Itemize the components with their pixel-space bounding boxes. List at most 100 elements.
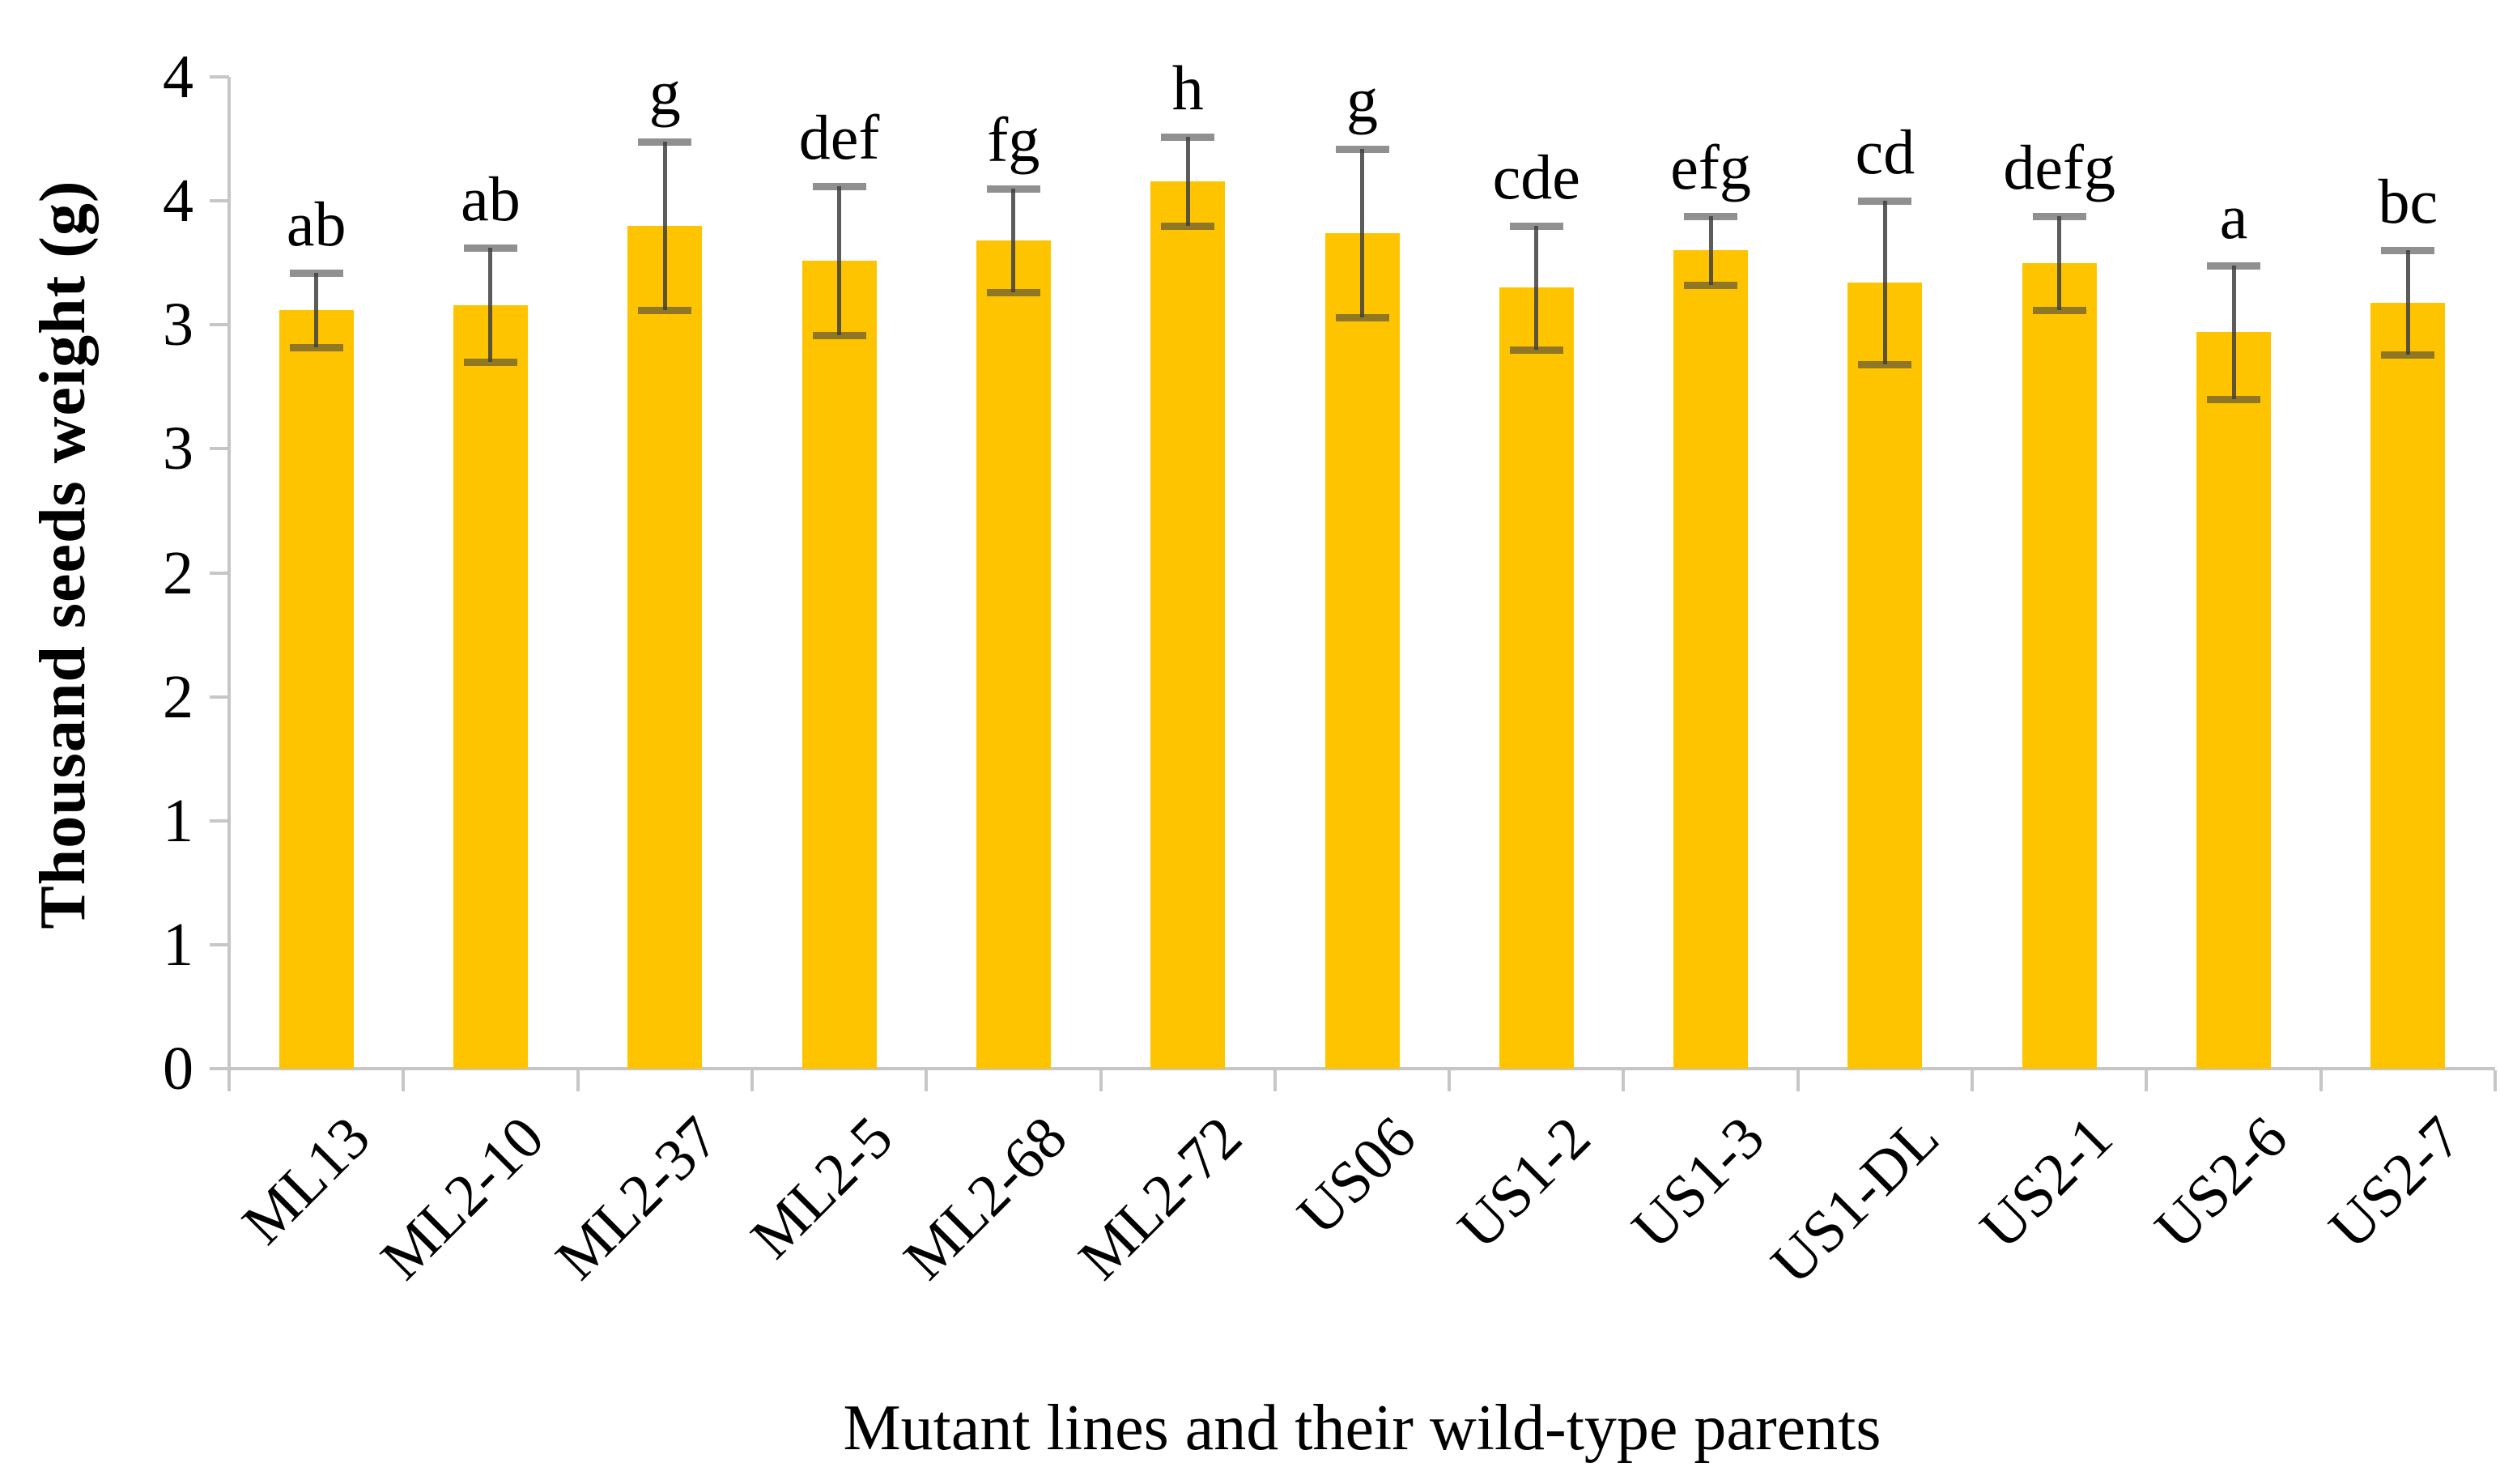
error-bar-cap-bottom (289, 343, 343, 351)
bar (801, 260, 877, 1069)
error-bar-cap-top (2032, 212, 2086, 220)
y-tick-mark (210, 199, 229, 203)
significance-letter: ab (286, 188, 347, 259)
x-category-label: US2-7 (2316, 1103, 2475, 1262)
error-bar-stem (488, 248, 493, 363)
bar (278, 309, 354, 1069)
error-bar-cap-top (1858, 198, 1912, 206)
error-bar-stem (2231, 265, 2236, 400)
error-bar-cap-bottom (1335, 314, 1389, 322)
error-bar-stem (1185, 136, 1190, 226)
significance-letter: efg (1670, 131, 1751, 202)
error-bar-cap-top (463, 244, 517, 253)
x-category-label: US1-3 (1619, 1103, 1777, 1262)
y-tick-mark (210, 819, 229, 823)
y-tick-mark (210, 447, 229, 451)
plot-area (229, 77, 2495, 1069)
x-tick-mark (1273, 1070, 1277, 1091)
error-bar-cap-bottom (2032, 306, 2086, 314)
error-bar-cap-bottom (638, 306, 692, 314)
y-tick-label: 4 (163, 43, 193, 111)
y-tick-label: 1 (163, 786, 193, 855)
error-bar-cap-bottom (1858, 361, 1912, 369)
x-tick-mark (2145, 1070, 2149, 1091)
significance-letter: fg (987, 104, 1040, 175)
y-tick-label: 2 (163, 662, 193, 731)
error-bar-stem (1708, 215, 1713, 286)
error-bar-cap-top (812, 182, 866, 190)
y-tick-mark (210, 75, 229, 79)
significance-letter: def (798, 101, 880, 172)
error-bar-cap-top (2381, 247, 2435, 255)
error-bar-cap-top (986, 185, 1040, 193)
bar (1673, 250, 1749, 1069)
x-tick-mark (1971, 1070, 1975, 1091)
error-bar-cap-top (1509, 222, 1563, 230)
x-tick-mark (227, 1070, 231, 1091)
significance-letter: a (2219, 181, 2248, 252)
error-bar-cap-top (289, 269, 343, 277)
bar (976, 240, 1051, 1069)
significance-letter: h (1171, 52, 1204, 123)
error-bar-cap-bottom (2381, 351, 2435, 359)
significance-letter: defg (2003, 131, 2116, 202)
significance-letter: ab (461, 164, 521, 235)
error-bar-stem (1534, 225, 1539, 350)
error-bar-cap-bottom (1161, 222, 1215, 230)
x-category-label: US1-DL (1758, 1103, 1952, 1298)
error-bar-stem (2057, 215, 2062, 310)
error-bar-cap-top (638, 138, 692, 146)
x-tick-mark (1099, 1070, 1103, 1091)
x-tick-mark (1448, 1070, 1452, 1091)
x-category-label: US06 (1285, 1103, 1429, 1248)
y-tick-mark (210, 942, 229, 946)
significance-letter: bc (2378, 166, 2438, 237)
y-axis-line (227, 77, 231, 1091)
error-bar-stem (837, 185, 842, 335)
error-bar-cap-bottom (463, 359, 517, 367)
x-tick-mark (925, 1070, 929, 1091)
bar (453, 304, 528, 1069)
x-category-label: ML2-68 (891, 1103, 1080, 1293)
x-category-label: US1-2 (1445, 1103, 1603, 1262)
y-tick-mark (210, 323, 229, 327)
error-bar-cap-bottom (812, 331, 866, 339)
x-tick-mark (750, 1070, 754, 1091)
bar (1499, 287, 1574, 1069)
y-tick-mark (210, 571, 229, 575)
bar (2022, 262, 2097, 1069)
y-tick-label: 1 (163, 910, 193, 979)
error-bar-cap-top (1161, 133, 1215, 141)
significance-letter: cd (1855, 117, 1915, 188)
x-tick-mark (2494, 1070, 2497, 1091)
error-bar-stem (662, 141, 667, 310)
x-tick-mark (402, 1070, 406, 1091)
x-axis-line (219, 1067, 2495, 1070)
y-tick-label: 2 (163, 538, 193, 607)
y-tick-mark (210, 1067, 229, 1070)
x-category-label: ML2-72 (1065, 1103, 1255, 1293)
bar (2370, 302, 2446, 1069)
y-tick-label: 3 (163, 415, 193, 483)
x-category-label: US2-1 (1967, 1103, 2126, 1262)
x-tick-mark (576, 1070, 580, 1091)
bar (1150, 181, 1226, 1069)
x-category-label: ML13 (229, 1103, 383, 1257)
error-bar-cap-top (1335, 145, 1389, 153)
error-bar-cap-bottom (1509, 346, 1563, 354)
y-tick-label: 4 (163, 167, 193, 236)
bar (2196, 332, 2272, 1069)
x-category-label: ML2-37 (542, 1103, 732, 1293)
error-bar-stem (314, 272, 319, 347)
y-tick-label: 0 (163, 1035, 193, 1103)
x-category-label: ML2-10 (368, 1103, 557, 1293)
x-tick-mark (1796, 1070, 1800, 1091)
x-tick-mark (2319, 1070, 2323, 1091)
error-bar-stem (2405, 250, 2410, 355)
error-bar-cap-top (2207, 262, 2261, 270)
error-bar-stem (1360, 148, 1364, 318)
error-bar-stem (1882, 201, 1887, 365)
error-bar-cap-bottom (1684, 282, 1738, 290)
significance-letter: g (648, 57, 681, 128)
